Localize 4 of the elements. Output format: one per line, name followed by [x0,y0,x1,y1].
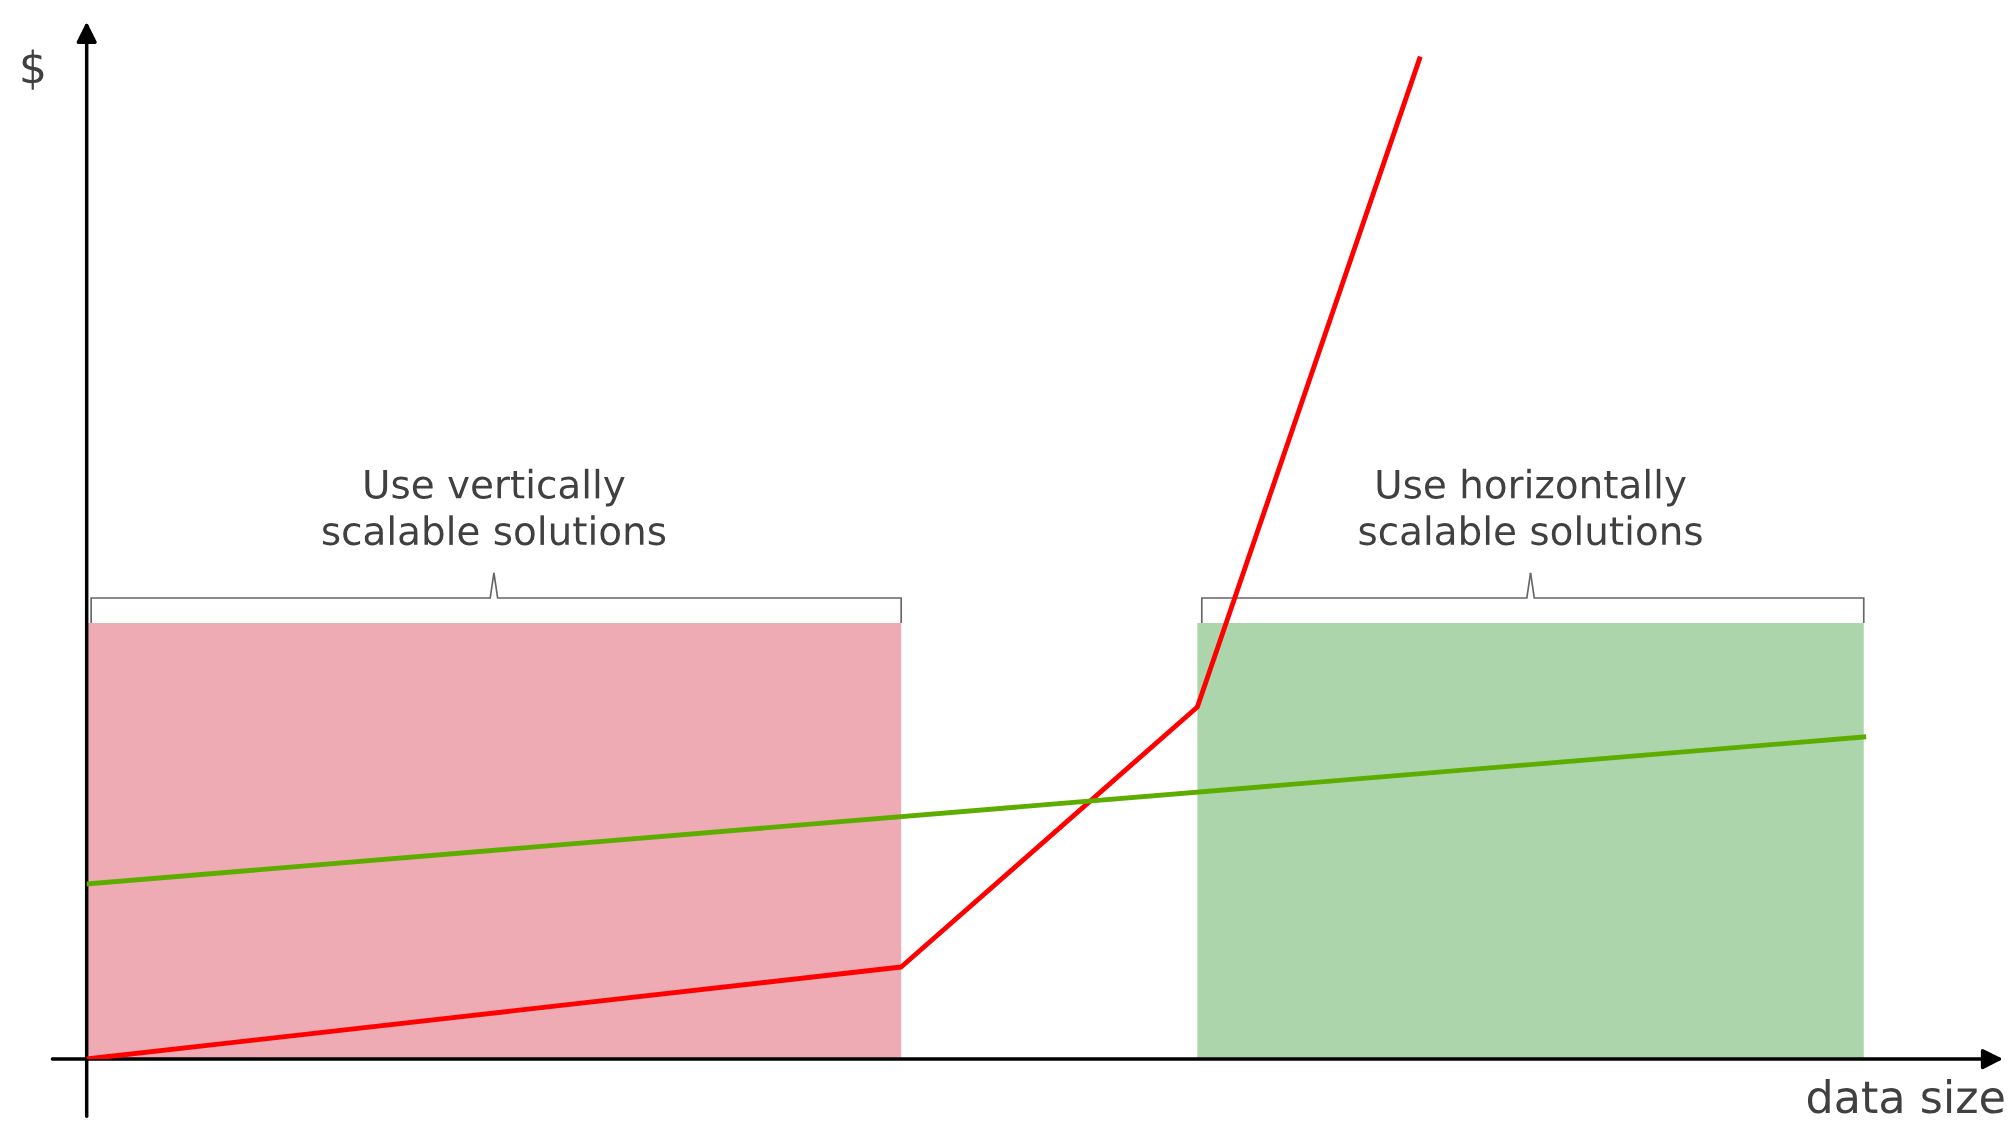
annotation: Use horizontally scalable solutions [1359,468,1702,546]
x-axis-title: data size [1807,1079,2004,1114]
y-axis-title: $ [22,49,44,90]
annotation: Use vertically scalable solutions [322,468,666,546]
